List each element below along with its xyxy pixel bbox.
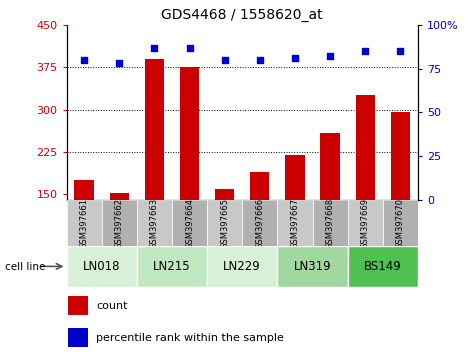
Bar	[383, 200, 418, 246]
Point	[397, 48, 404, 54]
Bar	[313, 200, 348, 246]
Point	[221, 57, 228, 63]
Text: GSM397661: GSM397661	[80, 198, 88, 249]
Text: BS149: BS149	[364, 260, 402, 273]
Text: GSM397663: GSM397663	[150, 198, 159, 249]
Bar	[66, 246, 137, 287]
Bar	[285, 155, 304, 200]
Bar	[356, 96, 375, 200]
Bar	[321, 133, 340, 200]
Bar	[277, 200, 313, 246]
Point	[115, 61, 123, 66]
Text: LN229: LN229	[223, 260, 261, 273]
Bar	[110, 193, 129, 200]
Text: GSM397668: GSM397668	[326, 198, 334, 249]
Point	[151, 45, 158, 50]
Text: GSM397662: GSM397662	[115, 198, 124, 249]
Text: percentile rank within the sample: percentile rank within the sample	[96, 333, 284, 343]
Text: LN319: LN319	[294, 260, 332, 273]
Text: count: count	[96, 301, 127, 310]
Bar	[67, 329, 88, 347]
Bar	[348, 246, 418, 287]
Bar	[145, 59, 164, 200]
Point	[256, 57, 264, 63]
Point	[361, 48, 369, 54]
Bar	[242, 200, 277, 246]
Point	[326, 53, 334, 59]
Bar	[172, 200, 207, 246]
Text: cell line: cell line	[5, 262, 45, 272]
Bar	[391, 113, 410, 200]
Bar	[207, 200, 242, 246]
Bar	[180, 67, 199, 200]
Bar	[66, 200, 102, 246]
Bar	[102, 200, 137, 246]
Bar	[348, 200, 383, 246]
Point	[291, 55, 299, 61]
Bar	[75, 180, 94, 200]
Text: GSM397670: GSM397670	[396, 198, 405, 249]
Text: LN018: LN018	[83, 260, 120, 273]
Point	[186, 45, 193, 50]
Bar	[277, 246, 348, 287]
Bar	[137, 200, 172, 246]
Bar	[67, 296, 88, 315]
Text: GSM397666: GSM397666	[256, 198, 264, 249]
Bar	[137, 246, 207, 287]
Bar	[215, 189, 234, 200]
Text: GSM397664: GSM397664	[185, 198, 194, 249]
Text: GSM397669: GSM397669	[361, 198, 370, 249]
Text: GSM397667: GSM397667	[291, 198, 299, 249]
Bar	[207, 246, 277, 287]
Title: GDS4468 / 1558620_at: GDS4468 / 1558620_at	[162, 8, 323, 22]
Text: LN215: LN215	[153, 260, 191, 273]
Bar	[250, 172, 269, 200]
Text: GSM397665: GSM397665	[220, 198, 229, 249]
Point	[80, 57, 88, 63]
